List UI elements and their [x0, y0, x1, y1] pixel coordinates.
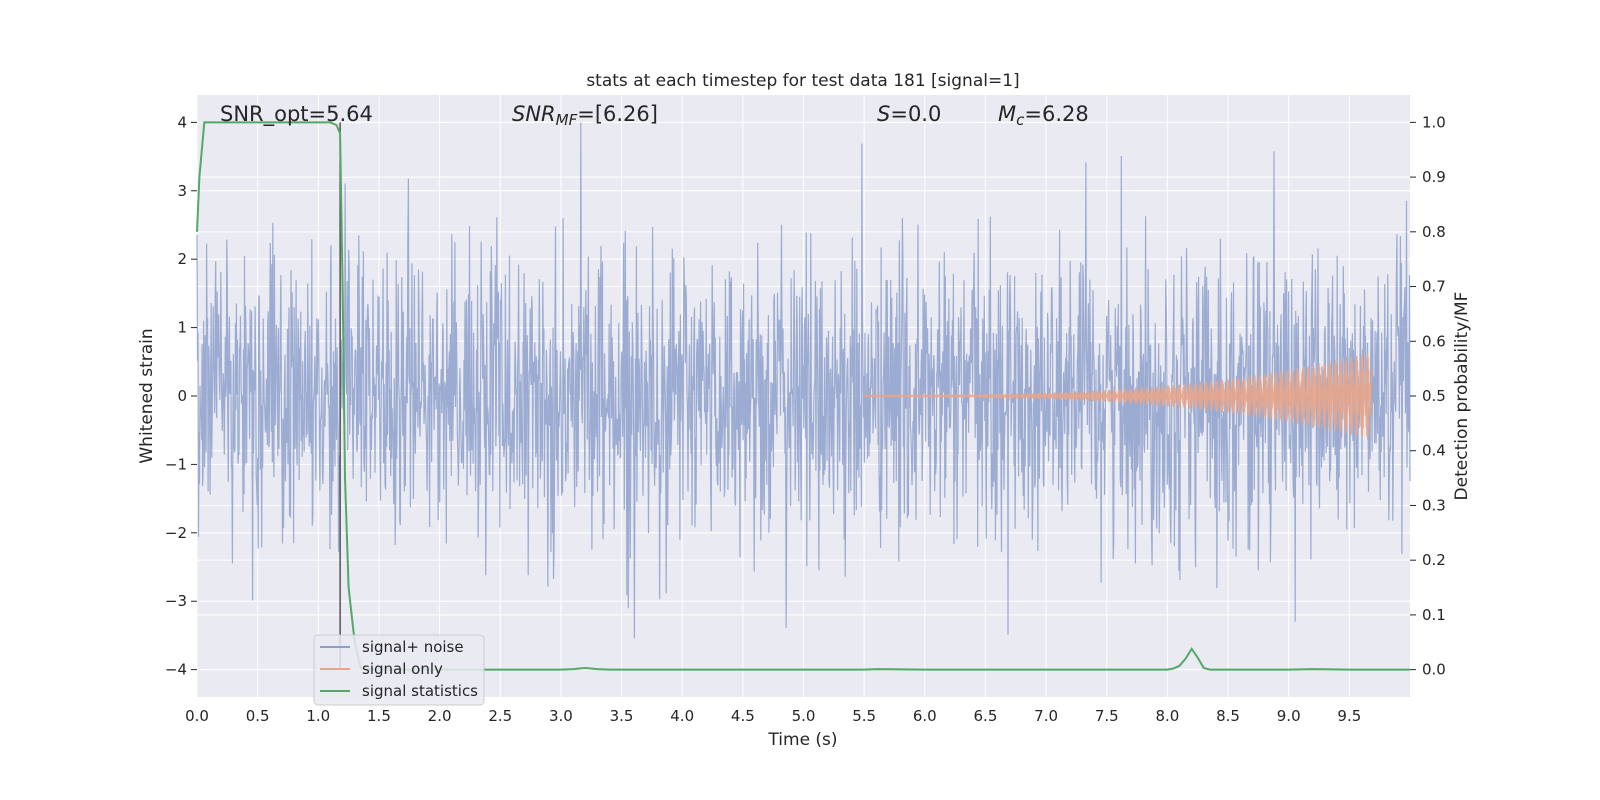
mc-main: M: [998, 102, 1016, 126]
x-tick-label: 0.0: [185, 707, 209, 725]
snr-mf-main: SNR: [512, 102, 556, 126]
x-tick-label: 6.0: [913, 707, 937, 725]
mc-rest: =6.28: [1024, 102, 1088, 126]
x-tick-label: 9.0: [1277, 707, 1301, 725]
x-tick-label: 3.5: [610, 707, 634, 725]
y-left-tick-label: −1: [165, 455, 187, 473]
signal-series-line: [863, 352, 1372, 440]
y-right-tick-label: 0.8: [1422, 223, 1446, 241]
x-tick-label: 6.5: [974, 707, 998, 725]
mc-sub: c: [1016, 111, 1025, 129]
y-right-tick-label: 0.3: [1422, 496, 1446, 514]
y-right-tick-label: 0.5: [1422, 387, 1446, 405]
x-tick-label: 1.5: [367, 707, 391, 725]
mc-annotation: Mc=6.28: [998, 102, 1089, 129]
legend-label-stat: signal statistics: [362, 682, 478, 700]
stat-series-layer: [196, 121, 1410, 671]
legend-label-noise: signal+ noise: [362, 638, 464, 656]
y-right-tick-label: 0.2: [1422, 551, 1446, 569]
y-left-tick-label: 2: [177, 250, 187, 268]
s-annotation: S=0.0: [877, 102, 941, 126]
y-right-tick-label: 0.4: [1422, 442, 1446, 460]
x-tick-label: 3.0: [549, 707, 573, 725]
tick-layer: 0.0 0.5 1.0 1.5 2.0 2.5 3.0 3.5 4.0 4.5 5.0 5.5 6.0 6…: [165, 113, 1446, 725]
x-tick-label: 0.5: [246, 707, 270, 725]
x-tick-label: 1.0: [306, 707, 330, 725]
y-left-tick-label: −3: [165, 592, 187, 610]
x-tick-label: 2.5: [488, 707, 512, 725]
x-tick-label: 8.0: [1155, 707, 1179, 725]
x-axis-label: Time (s): [767, 730, 837, 750]
y-left-tick-label: −4: [165, 661, 187, 679]
stat-series-line: [196, 121, 1410, 671]
y-right-tick-label: 0.9: [1422, 168, 1446, 186]
y-right-tick-label: 0.6: [1422, 332, 1446, 350]
y-axis-right-label: Detection probability/MF: [1452, 292, 1472, 501]
legend-box: [313, 634, 485, 706]
x-tick-label: 9.5: [1337, 707, 1361, 725]
y-left-tick-label: 4: [177, 113, 187, 131]
y-left-tick-label: 1: [177, 319, 187, 337]
y-left-tick-label: −2: [165, 524, 187, 542]
y-right-tick-label: 1.0: [1422, 113, 1446, 131]
snr-mf-annotation: SNRMF=[6.26]: [512, 102, 658, 129]
legend: signal+ noise signal only signal statist…: [313, 634, 485, 706]
x-tick-label: 2.0: [428, 707, 452, 725]
chart-title: stats at each timestep for test data 181…: [586, 71, 1019, 91]
y-right-tick-label: 0.7: [1422, 278, 1446, 296]
noise-series-line: [196, 122, 1411, 639]
snr-mf-sub: MF: [556, 111, 578, 129]
x-tick-label: 5.0: [792, 707, 816, 725]
x-tick-label: 4.0: [670, 707, 694, 725]
s-rest: =0.0: [890, 102, 941, 126]
y-left-tick-label: 3: [177, 182, 187, 200]
x-tick-label: 7.5: [1095, 707, 1119, 725]
x-tick-label: 5.5: [852, 707, 876, 725]
signal-series-layer: [863, 352, 1372, 440]
x-tick-label: 8.5: [1216, 707, 1240, 725]
snr-opt-annotation: SNR_opt=5.64: [220, 102, 373, 127]
y-right-tick-label: 0.1: [1422, 606, 1446, 624]
y-axis-left-label: Whitened strain: [137, 328, 157, 463]
s-main: S: [877, 102, 890, 126]
noise-series-layer: [196, 122, 1411, 639]
x-tick-label: 7.0: [1034, 707, 1058, 725]
y-left-tick-label: 0: [177, 387, 187, 405]
legend-label-signal: signal only: [362, 660, 443, 678]
y-right-tick-label: 0.0: [1422, 661, 1446, 679]
snr-mf-rest: =[6.26]: [577, 102, 658, 126]
x-tick-label: 4.5: [731, 707, 755, 725]
